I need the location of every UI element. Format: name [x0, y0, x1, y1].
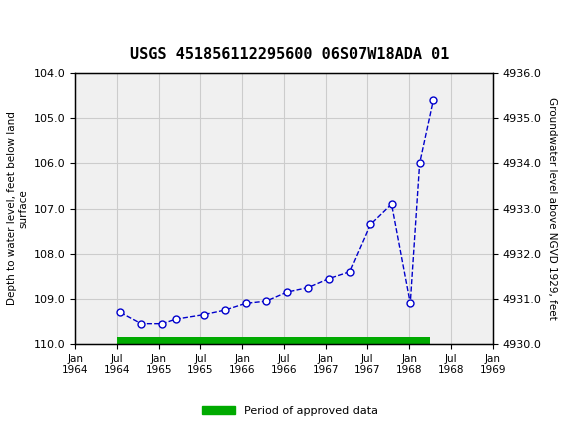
- Legend: Period of approved data: Period of approved data: [197, 401, 383, 420]
- Y-axis label: Groundwater level above NGVD 1929, feet: Groundwater level above NGVD 1929, feet: [548, 97, 557, 320]
- Text: USGS 451856112295600 06S07W18ADA 01: USGS 451856112295600 06S07W18ADA 01: [130, 47, 450, 62]
- Y-axis label: Depth to water level, feet below land
surface: Depth to water level, feet below land su…: [7, 112, 28, 305]
- Text: ≡USGS: ≡USGS: [12, 16, 78, 36]
